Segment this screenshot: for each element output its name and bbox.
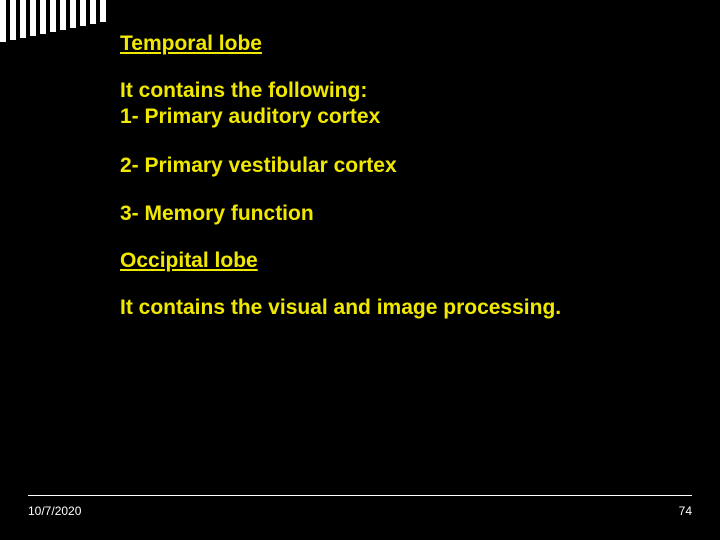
footer-page-number: 74 [679, 504, 692, 518]
slide-content: Temporal lobe It contains the following:… [120, 32, 690, 343]
decor-bar [100, 0, 106, 22]
heading-occipital: Occipital lobe [120, 249, 690, 273]
decor-bar [10, 0, 16, 40]
decor-bar [0, 0, 6, 42]
list-item-1: 1- Primary auditory cortex [120, 104, 690, 130]
decor-bar [70, 0, 76, 28]
slide-footer: 10/7/2020 74 [0, 495, 720, 518]
corner-bars-decoration [0, 0, 110, 42]
decor-bar [80, 0, 86, 26]
list-item-2: 2- Primary vestibular cortex [120, 153, 690, 179]
footer-date: 10/7/2020 [28, 504, 81, 518]
list-item-2-block: 2- Primary vestibular cortex [120, 153, 690, 179]
occipital-text: It contains the visual and image process… [120, 295, 690, 321]
decor-bar [30, 0, 36, 36]
decor-bar [50, 0, 56, 32]
decor-bar [20, 0, 26, 38]
occipital-block: It contains the visual and image process… [120, 295, 690, 321]
intro-block: It contains the following: 1- Primary au… [120, 78, 690, 131]
list-item-3: 3- Memory function [120, 201, 690, 227]
heading-temporal: Temporal lobe [120, 32, 690, 56]
decor-bar [90, 0, 96, 24]
intro-line: It contains the following: [120, 78, 690, 104]
decor-bar [60, 0, 66, 30]
list-item-3-block: 3- Memory function [120, 201, 690, 227]
footer-rule [28, 495, 692, 496]
footer-row: 10/7/2020 74 [28, 504, 692, 518]
decor-bar [40, 0, 46, 34]
